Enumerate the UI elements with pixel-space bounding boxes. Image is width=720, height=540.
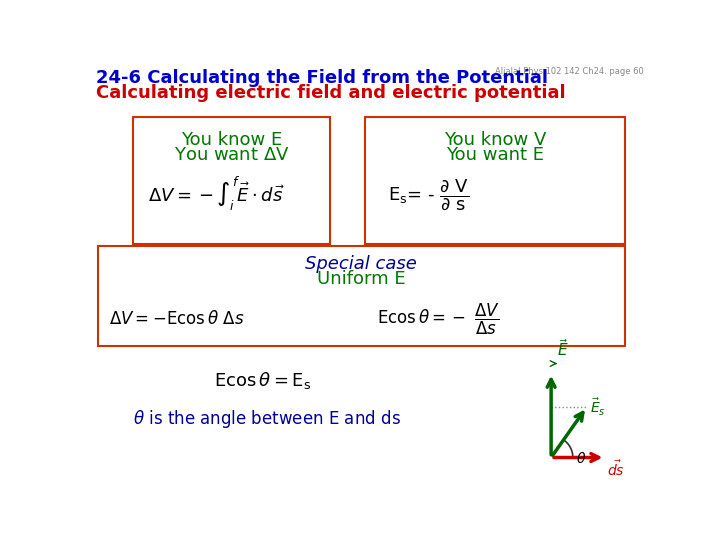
Text: $\theta$: $\theta$ [576,451,586,467]
Text: Aljalal Phys.102 142 Ch24. page 60: Aljalal Phys.102 142 Ch24. page 60 [495,67,644,76]
Bar [98,246,625,346]
Text: $\mathregular{E}\cos\theta = -\ \dfrac{\Delta V}{\Delta s}$: $\mathregular{E}\cos\theta = -\ \dfrac{\… [377,301,500,336]
Text: $\theta$ is the angle between E and ds: $\theta$ is the angle between E and ds [132,408,400,430]
Text: Special case: Special case [305,255,417,273]
Text: $\Delta V = -\int_i^f \vec{E}\cdot d\vec{s}$: $\Delta V = -\int_i^f \vec{E}\cdot d\vec… [148,175,285,213]
Text: Uniform E: Uniform E [317,271,405,288]
Text: $\vec{ds}$: $\vec{ds}$ [607,460,625,480]
Text: $\Delta V = \mathregular{-E}\cos\theta\ \Delta s$: $\Delta V = \mathregular{-E}\cos\theta\ … [109,310,245,328]
Text: You know V: You know V [444,131,546,149]
Text: Calculating electric field and electric potential: Calculating electric field and electric … [96,84,566,102]
Bar [365,117,625,244]
Text: $\vec{E}$: $\vec{E}$ [557,338,569,359]
Text: 24-6 Calculating the Field from the Potential: 24-6 Calculating the Field from the Pote… [96,69,548,86]
Text: $\vec{E}_s$: $\vec{E}_s$ [590,396,606,417]
Bar [132,117,330,244]
Text: You want E: You want E [446,146,544,164]
Text: $\mathregular{E_s}$= - $\dfrac{\partial\ \mathregular{V}}{\partial\ \mathregular: $\mathregular{E_s}$= - $\dfrac{\partial\… [388,177,469,212]
Text: You want $\Delta$V: You want $\Delta$V [174,146,289,164]
Text: $\mathregular{E}\cos\theta = \mathregular{E_s}$: $\mathregular{E}\cos\theta = \mathregula… [214,370,311,391]
Text: You know E: You know E [181,131,282,149]
